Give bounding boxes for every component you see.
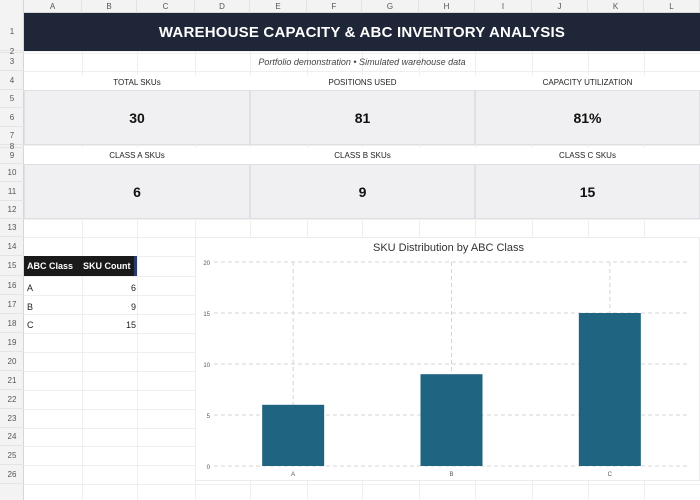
- row-header-26[interactable]: 26: [0, 465, 24, 484]
- table-cell-class-c[interactable]: C: [27, 320, 34, 330]
- row-header-1[interactable]: 1: [0, 13, 24, 51]
- table-cell-class-a[interactable]: A: [27, 283, 34, 293]
- kpi-class-a-value[interactable]: 6: [24, 164, 250, 219]
- chart-title: SKU Distribution by ABC Class: [373, 242, 524, 254]
- grid-row-line: [24, 51, 700, 52]
- kpi-positions-used-value[interactable]: 81: [250, 90, 475, 145]
- kpi-class-a-label: CLASS A SKUs: [24, 148, 250, 164]
- row-header-9[interactable]: 9: [0, 148, 24, 164]
- row-header-6[interactable]: 6: [0, 108, 24, 127]
- row-header-24[interactable]: 24: [0, 428, 24, 446]
- grid-row-line: [24, 71, 700, 72]
- table-cell-class-b[interactable]: B: [27, 302, 34, 312]
- table-cell-count-a[interactable]: 6: [130, 283, 136, 293]
- dashboard-title: WAREHOUSE CAPACITY & ABC INVENTORY ANALY…: [24, 13, 700, 51]
- table-header-abc-class[interactable]: ABC Class: [27, 261, 74, 271]
- y-tick-label: 20: [203, 261, 210, 267]
- column-header-g[interactable]: G: [362, 0, 419, 13]
- y-tick-label: 15: [203, 312, 210, 318]
- chart-plot: 0 5 10 15 20 A B C: [203, 261, 689, 478]
- row-header-25[interactable]: 25: [0, 446, 24, 465]
- row-header-7[interactable]: 7: [0, 127, 24, 145]
- column-header-c[interactable]: C: [137, 0, 195, 13]
- x-tick-label-a: A: [291, 472, 295, 478]
- kpi-capacity-utilization-label: CAPACITY UTILIZATION: [475, 75, 700, 91]
- column-header-a[interactable]: A: [24, 0, 82, 13]
- y-tick-label: 0: [207, 465, 211, 471]
- row-header-5[interactable]: 5: [0, 90, 24, 108]
- bar-class-b: [420, 374, 483, 466]
- row-header-14[interactable]: 14: [0, 237, 24, 256]
- row-header-20[interactable]: 20: [0, 352, 24, 371]
- x-tick-label-b: B: [449, 472, 453, 478]
- table-cell-count-b[interactable]: 9: [130, 302, 136, 312]
- column-header-h[interactable]: H: [419, 0, 475, 13]
- grid-row-line: [24, 219, 700, 220]
- y-tick-label: 5: [207, 414, 211, 420]
- x-tick-label-c: C: [608, 472, 613, 478]
- row-header-21[interactable]: 21: [0, 371, 24, 390]
- row-header-11[interactable]: 11: [0, 182, 24, 201]
- table-header-sku-count[interactable]: SKU Count: [83, 261, 131, 271]
- kpi-total-skus-value[interactable]: 30: [24, 90, 250, 145]
- abc-distribution-chart[interactable]: SKU Distribution by ABC Class 0 5 10 15 20 A B…: [195, 237, 700, 481]
- grid-row-line: [24, 484, 700, 485]
- y-tick-label: 10: [203, 363, 210, 369]
- kpi-class-b-label: CLASS B SKUs: [250, 148, 475, 164]
- kpi-class-b-value[interactable]: 9: [250, 164, 475, 219]
- row-header-12[interactable]: 12: [0, 201, 24, 219]
- column-header-i[interactable]: I: [475, 0, 532, 13]
- row-header-22[interactable]: 22: [0, 390, 24, 409]
- kpi-class-c-value[interactable]: 15: [475, 164, 700, 219]
- column-header-b[interactable]: B: [82, 0, 137, 13]
- column-header-f[interactable]: F: [307, 0, 362, 13]
- row-header-17[interactable]: 17: [0, 295, 24, 314]
- row-header-19[interactable]: 19: [0, 333, 24, 352]
- row-header-13[interactable]: 13: [0, 219, 24, 237]
- row-header-4[interactable]: 4: [0, 71, 24, 90]
- summary-table-header: ABC Class SKU Count: [24, 256, 137, 276]
- kpi-capacity-utilization-value[interactable]: 81%: [475, 90, 700, 145]
- column-header-j[interactable]: J: [532, 0, 588, 13]
- kpi-class-c-label: CLASS C SKUs: [475, 148, 700, 164]
- bar-class-c: [578, 313, 641, 466]
- select-all-corner[interactable]: [0, 0, 24, 13]
- kpi-positions-used-label: POSITIONS USED: [250, 75, 475, 91]
- row-header-2[interactable]: 2: [0, 47, 24, 56]
- row-header-8[interactable]: 8: [0, 142, 24, 151]
- row-header-10[interactable]: 10: [0, 164, 24, 182]
- dashboard-subtitle: Portfolio demonstration • Simulated ware…: [258, 57, 466, 67]
- row-header-3[interactable]: 3: [0, 53, 24, 71]
- row-header-15[interactable]: 15: [0, 256, 24, 276]
- row-header-23[interactable]: 23: [0, 409, 24, 428]
- column-header-e[interactable]: E: [250, 0, 307, 13]
- column-header-d[interactable]: D: [195, 0, 250, 13]
- row-header-16[interactable]: 16: [0, 276, 24, 295]
- bar-class-a: [262, 404, 325, 466]
- table-cell-count-c[interactable]: 15: [125, 320, 136, 330]
- row-header-bar: 1 2 3 4 5 6 7 8 9 10 11 12 13 14 15 16 17 18 19 20 21 22 23 24 2…: [0, 13, 24, 500]
- column-header-k[interactable]: K: [588, 0, 644, 13]
- grid-row-line: [24, 53, 700, 54]
- grid-row-line: [24, 145, 700, 146]
- column-header-l[interactable]: L: [644, 0, 700, 13]
- row-header-18[interactable]: 18: [0, 314, 24, 333]
- kpi-total-skus-label: TOTAL SKUs: [24, 75, 250, 91]
